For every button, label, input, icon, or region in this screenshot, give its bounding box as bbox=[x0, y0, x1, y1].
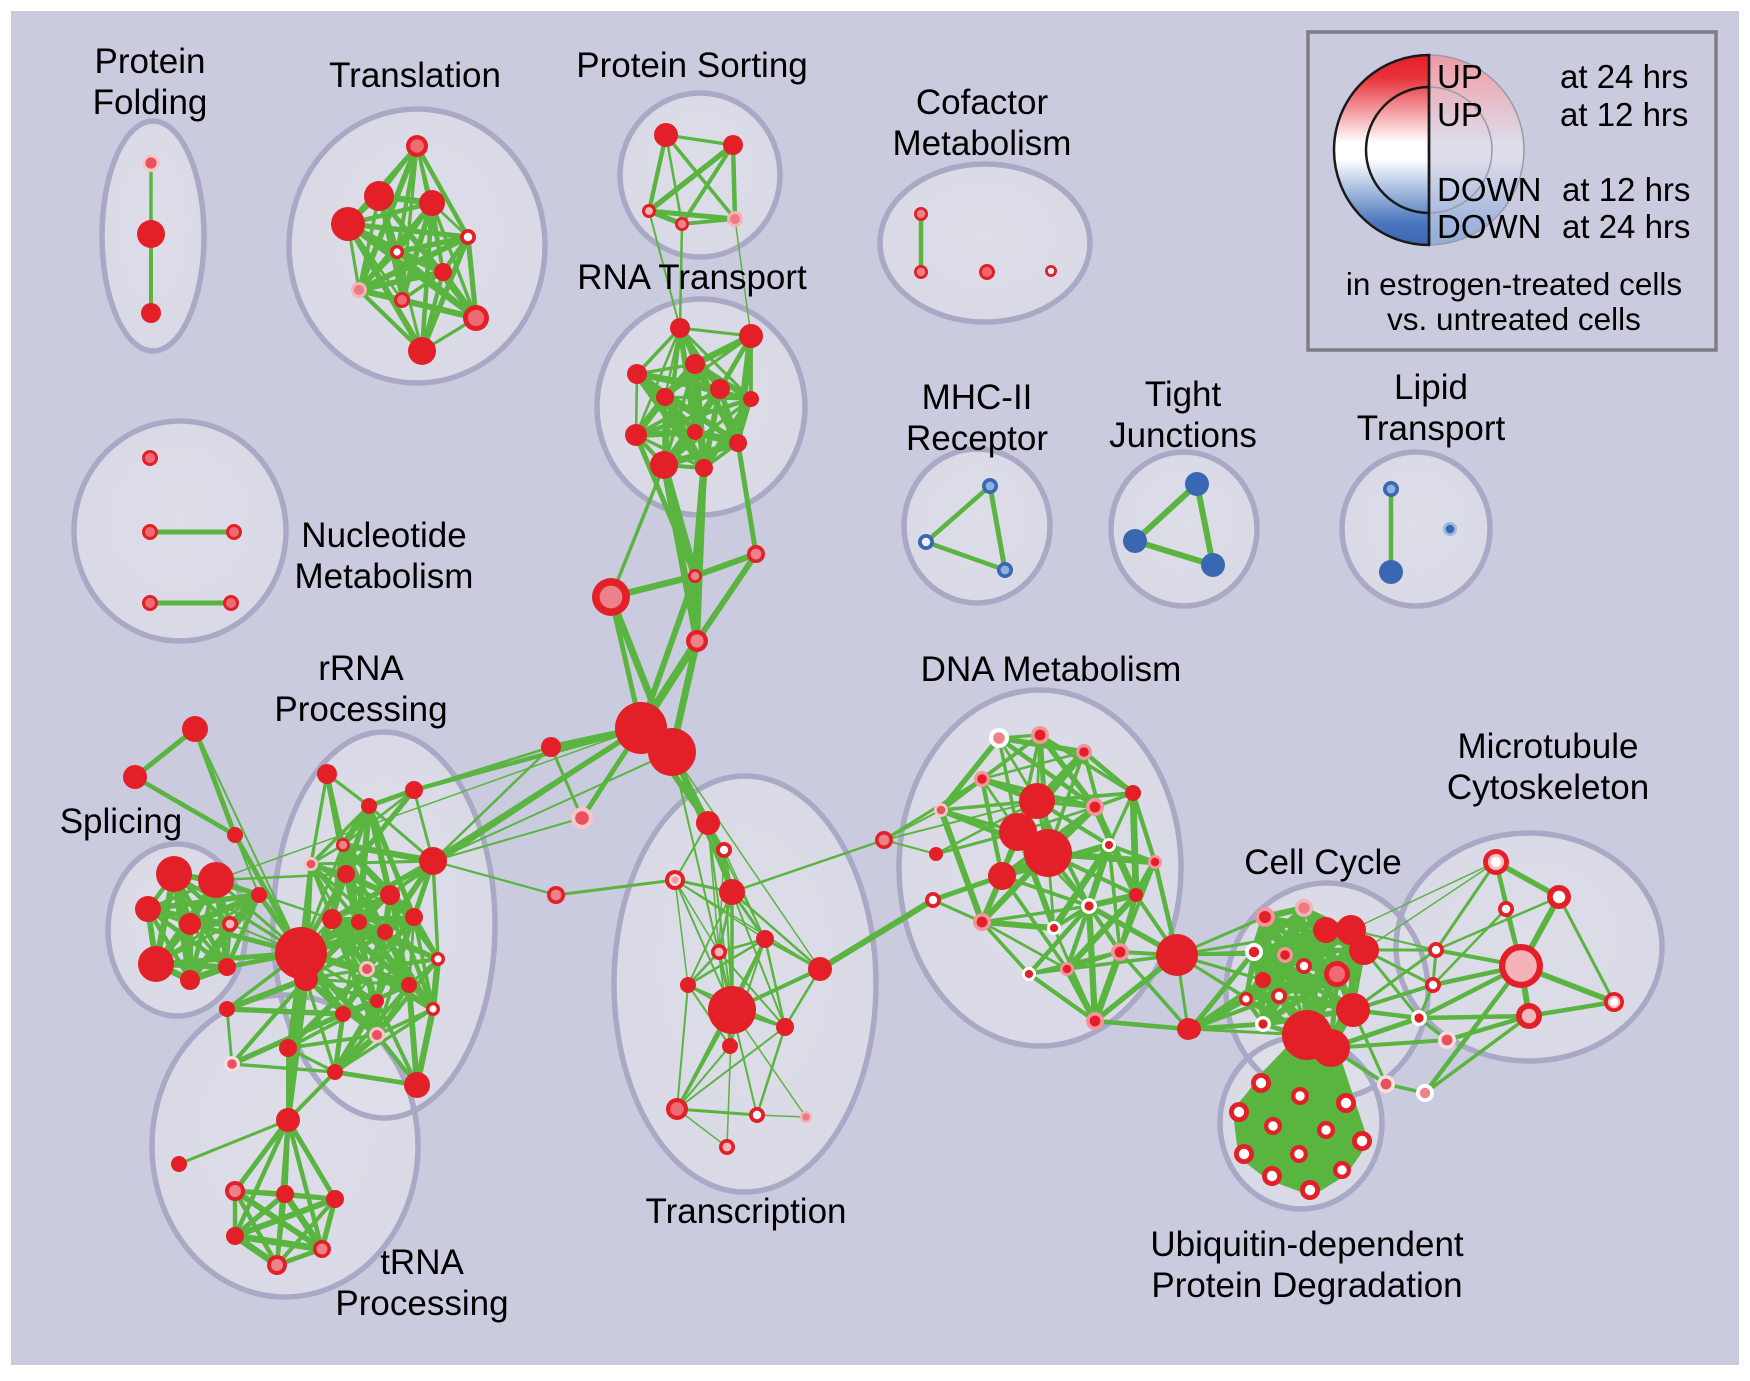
svg-text:Processing: Processing bbox=[274, 690, 447, 729]
svg-text:Cofactor: Cofactor bbox=[916, 83, 1049, 122]
svg-text:at 24 hrs: at 24 hrs bbox=[1560, 58, 1688, 95]
svg-text:tRNA: tRNA bbox=[380, 1243, 464, 1282]
svg-text:Microtubule: Microtubule bbox=[1458, 727, 1639, 766]
svg-text:in estrogen-treated cells: in estrogen-treated cells bbox=[1346, 266, 1682, 302]
svg-text:Transport: Transport bbox=[1357, 409, 1506, 448]
svg-text:Protein Degradation: Protein Degradation bbox=[1151, 1266, 1462, 1305]
svg-text:MHC-II: MHC-II bbox=[922, 378, 1033, 417]
svg-text:Metabolism: Metabolism bbox=[295, 557, 474, 596]
svg-text:DNA Metabolism: DNA Metabolism bbox=[921, 650, 1182, 689]
svg-text:vs. untreated cells: vs. untreated cells bbox=[1387, 301, 1641, 337]
svg-text:Folding: Folding bbox=[93, 83, 208, 122]
svg-text:UP: UP bbox=[1437, 96, 1483, 133]
svg-text:Protein Sorting: Protein Sorting bbox=[576, 46, 808, 85]
svg-text:Translation: Translation bbox=[329, 56, 501, 95]
svg-text:Transcription: Transcription bbox=[646, 1192, 847, 1231]
svg-text:Junctions: Junctions bbox=[1109, 416, 1257, 455]
svg-text:Cell Cycle: Cell Cycle bbox=[1244, 843, 1402, 882]
svg-text:rRNA: rRNA bbox=[318, 649, 404, 688]
svg-text:Receptor: Receptor bbox=[906, 419, 1048, 458]
svg-text:Lipid: Lipid bbox=[1394, 368, 1468, 407]
svg-text:Ubiquitin-dependent: Ubiquitin-dependent bbox=[1150, 1225, 1464, 1264]
svg-text:Nucleotide: Nucleotide bbox=[301, 516, 466, 555]
svg-text:UP: UP bbox=[1437, 58, 1483, 95]
svg-text:DOWN: DOWN bbox=[1437, 208, 1541, 245]
svg-text:Protein: Protein bbox=[95, 42, 206, 81]
svg-text:at 12 hrs: at 12 hrs bbox=[1560, 96, 1688, 133]
svg-text:Metabolism: Metabolism bbox=[893, 124, 1072, 163]
svg-text:Splicing: Splicing bbox=[60, 802, 183, 841]
svg-text:Cytoskeleton: Cytoskeleton bbox=[1447, 768, 1649, 807]
svg-text:Processing: Processing bbox=[335, 1284, 508, 1323]
svg-text:at 24 hrs: at 24 hrs bbox=[1562, 208, 1690, 245]
svg-text:RNA Transport: RNA Transport bbox=[577, 258, 807, 297]
svg-text:DOWN: DOWN bbox=[1437, 171, 1541, 208]
svg-text:Tight: Tight bbox=[1145, 375, 1222, 414]
svg-text:at 12 hrs: at 12 hrs bbox=[1562, 171, 1690, 208]
